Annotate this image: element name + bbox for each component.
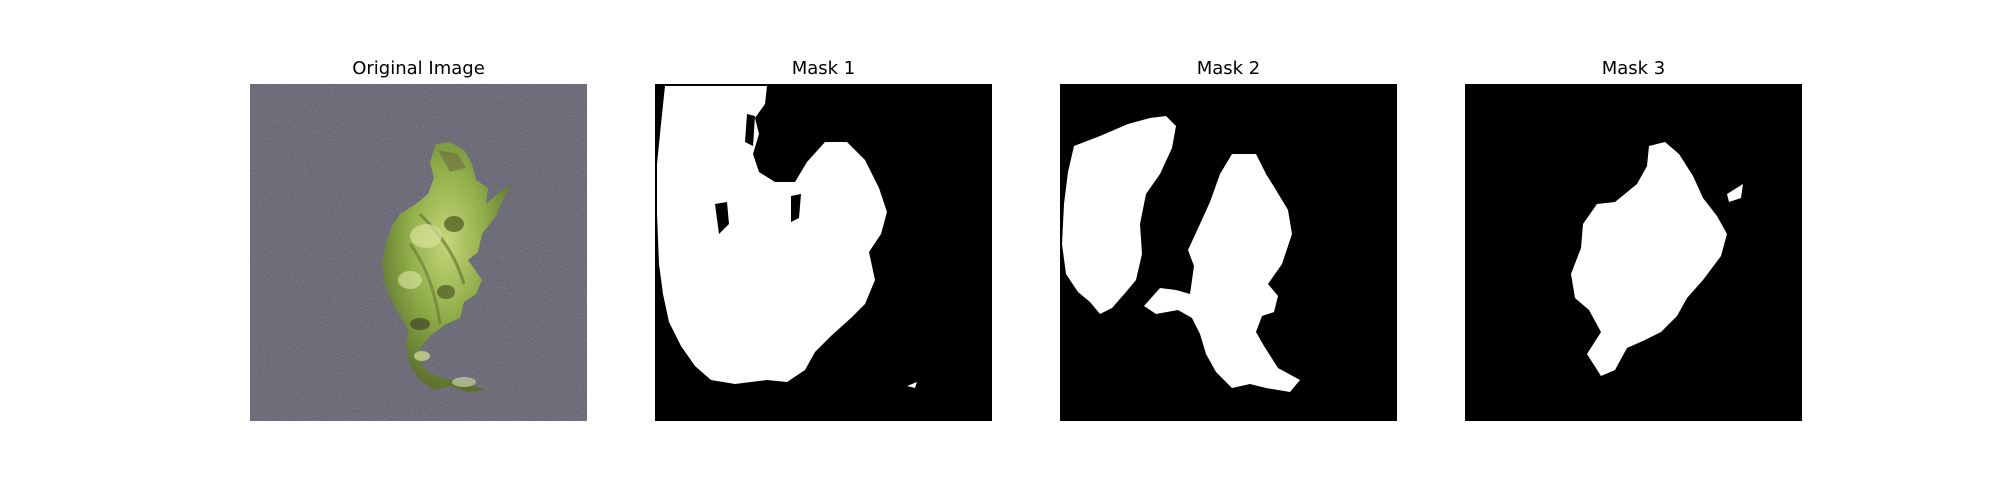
- panel-mask-1: Mask 1: [655, 0, 992, 500]
- panel-title: Original Image: [352, 58, 485, 79]
- mask-speck: [1727, 184, 1743, 202]
- mask-region: [1571, 142, 1727, 376]
- mask-region-right: [1144, 154, 1300, 392]
- mask-speck: [907, 382, 917, 388]
- panel-original: Original Image: [250, 0, 587, 500]
- mask-hole: [715, 202, 729, 234]
- original-leaf-image: [250, 84, 587, 421]
- panel-mask-3: Mask 3: [1465, 0, 1802, 500]
- mask-hole: [791, 194, 801, 222]
- mask-1-image: [655, 84, 992, 421]
- panel-title: Mask 1: [791, 58, 856, 79]
- mask-region-left: [1062, 116, 1176, 314]
- leaf-shape: [382, 142, 512, 392]
- panel-title: Mask 3: [1601, 58, 1666, 79]
- mask-3-image: [1465, 84, 1802, 421]
- mask-hole: [745, 114, 755, 146]
- panel-title: Mask 2: [1196, 58, 1261, 79]
- mask-2-image: [1060, 84, 1397, 421]
- panel-mask-2: Mask 2: [1060, 0, 1397, 500]
- mask-region: [657, 86, 887, 384]
